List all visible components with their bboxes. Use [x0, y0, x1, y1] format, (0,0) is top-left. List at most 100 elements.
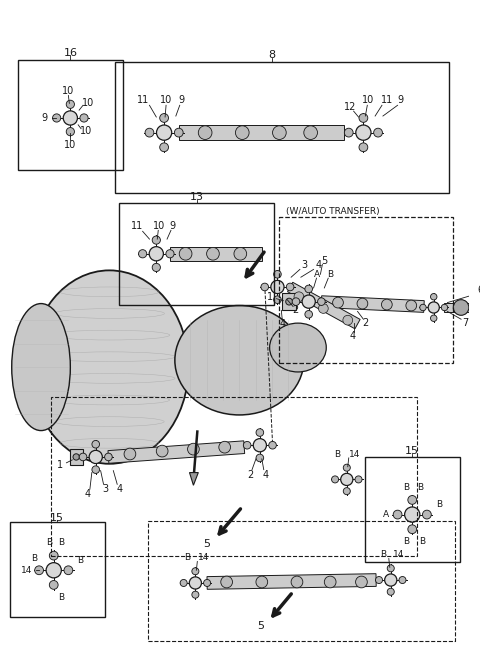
Circle shape: [373, 128, 383, 137]
Text: 13: 13: [191, 192, 204, 202]
Circle shape: [344, 128, 353, 137]
Circle shape: [89, 450, 102, 464]
Circle shape: [156, 445, 168, 457]
Circle shape: [408, 525, 417, 533]
Text: 5: 5: [257, 621, 264, 631]
Circle shape: [149, 247, 163, 261]
Text: B: B: [417, 483, 423, 492]
Polygon shape: [170, 247, 262, 260]
Polygon shape: [108, 441, 245, 463]
Text: 4: 4: [263, 470, 269, 480]
Text: B: B: [403, 483, 409, 492]
Circle shape: [324, 576, 336, 588]
Text: 14: 14: [197, 553, 209, 562]
Circle shape: [431, 315, 437, 321]
Polygon shape: [207, 574, 376, 589]
Circle shape: [243, 441, 251, 449]
Circle shape: [286, 298, 293, 305]
Circle shape: [304, 126, 317, 140]
Circle shape: [343, 487, 350, 495]
Circle shape: [180, 579, 187, 586]
Text: 11: 11: [136, 95, 149, 106]
Circle shape: [441, 304, 448, 311]
Circle shape: [384, 574, 397, 586]
Bar: [279, 216, 453, 363]
Text: B: B: [59, 593, 65, 602]
Circle shape: [305, 310, 312, 318]
Circle shape: [302, 295, 315, 308]
Circle shape: [405, 507, 420, 522]
Ellipse shape: [175, 306, 304, 415]
Circle shape: [174, 128, 183, 137]
Text: 11: 11: [131, 222, 143, 232]
Ellipse shape: [30, 270, 189, 464]
Circle shape: [343, 316, 353, 325]
Polygon shape: [321, 296, 424, 312]
Circle shape: [145, 128, 154, 137]
Ellipse shape: [270, 323, 326, 372]
Circle shape: [253, 439, 266, 452]
Text: B: B: [46, 539, 52, 547]
Circle shape: [356, 125, 371, 140]
Circle shape: [124, 448, 136, 460]
Text: 8: 8: [268, 51, 275, 60]
Circle shape: [287, 283, 294, 291]
Circle shape: [152, 263, 160, 272]
Circle shape: [357, 298, 368, 309]
Text: 4: 4: [116, 484, 122, 494]
Circle shape: [152, 236, 160, 244]
Bar: [115, 62, 449, 193]
Circle shape: [343, 464, 350, 471]
Text: 14: 14: [21, 565, 32, 575]
Circle shape: [192, 591, 199, 598]
Text: A: A: [383, 510, 389, 519]
Text: 10: 10: [82, 98, 94, 108]
Circle shape: [387, 565, 394, 572]
Circle shape: [341, 474, 353, 485]
Text: A: A: [313, 270, 320, 279]
Text: 9: 9: [179, 95, 185, 106]
Circle shape: [271, 280, 284, 294]
Polygon shape: [179, 125, 344, 140]
Text: 9: 9: [42, 113, 48, 123]
Circle shape: [235, 126, 249, 140]
Circle shape: [453, 300, 469, 316]
Bar: [119, 203, 274, 304]
Circle shape: [333, 297, 343, 308]
Circle shape: [80, 114, 88, 122]
Circle shape: [387, 588, 394, 595]
Bar: [51, 398, 417, 556]
Circle shape: [79, 453, 87, 461]
Circle shape: [219, 441, 230, 453]
Circle shape: [139, 250, 147, 258]
Text: B: B: [419, 537, 425, 546]
Circle shape: [179, 247, 192, 260]
Circle shape: [355, 476, 362, 483]
Bar: [10, 522, 105, 617]
Circle shape: [318, 304, 328, 314]
Circle shape: [52, 114, 61, 122]
Text: 10: 10: [80, 126, 92, 136]
Text: B: B: [184, 553, 191, 562]
Text: 2: 2: [362, 318, 369, 328]
Circle shape: [206, 247, 219, 260]
Circle shape: [375, 577, 383, 584]
Text: 3: 3: [102, 484, 108, 494]
Text: B: B: [334, 449, 340, 459]
Circle shape: [261, 283, 268, 291]
Circle shape: [189, 577, 202, 589]
Text: 9: 9: [170, 222, 176, 232]
Text: 4: 4: [85, 489, 91, 499]
Circle shape: [63, 111, 77, 125]
Bar: [282, 293, 296, 310]
Circle shape: [192, 567, 199, 575]
Circle shape: [221, 576, 232, 588]
Circle shape: [382, 299, 392, 310]
Circle shape: [73, 454, 79, 460]
Text: B: B: [77, 556, 83, 565]
Circle shape: [166, 250, 174, 258]
Circle shape: [292, 298, 300, 306]
Text: B: B: [436, 501, 443, 509]
Circle shape: [256, 454, 264, 462]
Text: 3: 3: [302, 260, 308, 270]
